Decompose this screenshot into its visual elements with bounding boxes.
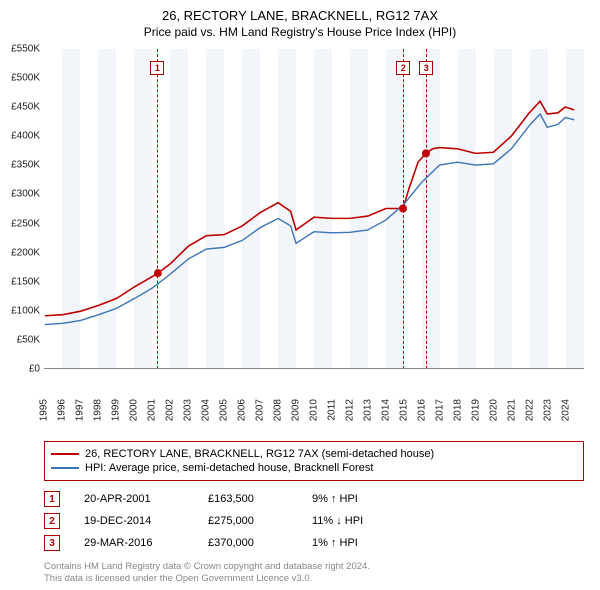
x-tick-label: 2000 bbox=[129, 399, 140, 421]
transaction-price: £163,500 bbox=[208, 493, 288, 505]
transaction-badge: 1 bbox=[150, 61, 164, 75]
footer-line-1: Contains HM Land Registry data © Crown c… bbox=[44, 561, 584, 573]
y-tick-label: £550K bbox=[11, 44, 40, 55]
y-tick-label: £300K bbox=[11, 189, 40, 200]
plot-area bbox=[44, 49, 584, 369]
x-tick-label: 2018 bbox=[453, 399, 464, 421]
x-tick-label: 2021 bbox=[507, 399, 518, 421]
chart-container: £0£50K£100K£150K£200K£250K£300K£350K£400… bbox=[44, 49, 584, 399]
x-tick-label: 2008 bbox=[273, 399, 284, 421]
y-tick-label: £0 bbox=[29, 364, 40, 375]
x-tick-label: 2017 bbox=[435, 399, 446, 421]
transaction-price: £275,000 bbox=[208, 515, 288, 527]
x-tick-label: 2009 bbox=[291, 399, 302, 421]
x-tick-label: 2001 bbox=[147, 399, 158, 421]
x-tick-label: 2013 bbox=[363, 399, 374, 421]
transaction-badge: 2 bbox=[396, 61, 410, 75]
title-line-1: 26, RECTORY LANE, BRACKNELL, RG12 7AX bbox=[0, 8, 600, 23]
x-tick-label: 2006 bbox=[237, 399, 248, 421]
y-tick-label: £450K bbox=[11, 102, 40, 113]
transaction-hpi-delta: 9% ↑ HPI bbox=[312, 493, 412, 505]
x-tick-label: 2012 bbox=[345, 399, 356, 421]
transaction-marker bbox=[154, 269, 162, 277]
x-tick-label: 2016 bbox=[417, 399, 428, 421]
transaction-row-badge: 3 bbox=[44, 535, 60, 551]
y-tick-label: £250K bbox=[11, 218, 40, 229]
y-tick-label: £50K bbox=[17, 334, 40, 345]
x-tick-label: 2024 bbox=[561, 399, 572, 421]
x-tick-label: 2002 bbox=[165, 399, 176, 421]
y-tick-label: £500K bbox=[11, 73, 40, 84]
transaction-row: 2 19-DEC-2014 £275,000 11% ↓ HPI bbox=[44, 513, 584, 529]
transaction-date: 20-APR-2001 bbox=[84, 493, 184, 505]
x-tick-label: 1997 bbox=[75, 399, 86, 421]
transaction-price: £370,000 bbox=[208, 537, 288, 549]
y-tick-label: £200K bbox=[11, 247, 40, 258]
footer-line-2: This data is licensed under the Open Gov… bbox=[44, 573, 584, 585]
y-tick-label: £400K bbox=[11, 131, 40, 142]
x-tick-label: 2023 bbox=[543, 399, 554, 421]
transaction-row-badge: 2 bbox=[44, 513, 60, 529]
transaction-date: 29-MAR-2016 bbox=[84, 537, 184, 549]
transaction-hpi-delta: 11% ↓ HPI bbox=[312, 515, 412, 527]
transaction-row: 3 29-MAR-2016 £370,000 1% ↑ HPI bbox=[44, 535, 584, 551]
license-footer: Contains HM Land Registry data © Crown c… bbox=[44, 561, 584, 586]
x-tick-label: 1996 bbox=[57, 399, 68, 421]
transaction-row-badge: 1 bbox=[44, 491, 60, 507]
legend-label: 26, RECTORY LANE, BRACKNELL, RG12 7AX (s… bbox=[85, 448, 434, 460]
transaction-date: 19-DEC-2014 bbox=[84, 515, 184, 527]
x-tick-label: 2011 bbox=[327, 399, 338, 421]
series-line bbox=[45, 101, 574, 316]
transaction-table: 1 20-APR-2001 £163,500 9% ↑ HPI 2 19-DEC-2014… bbox=[44, 491, 584, 551]
y-tick-label: £350K bbox=[11, 160, 40, 171]
legend-swatch bbox=[51, 453, 79, 455]
transaction-hpi-delta: 1% ↑ HPI bbox=[312, 537, 412, 549]
x-tick-label: 1995 bbox=[39, 399, 50, 421]
x-tick-label: 2004 bbox=[201, 399, 212, 421]
legend-item: 26, RECTORY LANE, BRACKNELL, RG12 7AX (s… bbox=[51, 448, 577, 460]
transaction-badge: 3 bbox=[419, 61, 433, 75]
x-tick-label: 2005 bbox=[219, 399, 230, 421]
x-tick-label: 2014 bbox=[381, 399, 392, 421]
y-tick-label: £100K bbox=[11, 305, 40, 316]
x-tick-label: 2015 bbox=[399, 399, 410, 421]
x-tick-label: 2022 bbox=[525, 399, 536, 421]
legend-label: HPI: Average price, semi-detached house,… bbox=[85, 462, 373, 474]
x-tick-label: 2007 bbox=[255, 399, 266, 421]
transaction-row: 1 20-APR-2001 £163,500 9% ↑ HPI bbox=[44, 491, 584, 507]
y-axis: £0£50K£100K£150K£200K£250K£300K£350K£400… bbox=[0, 49, 42, 369]
x-tick-label: 1999 bbox=[111, 399, 122, 421]
legend-swatch bbox=[51, 467, 79, 469]
y-tick-label: £150K bbox=[11, 276, 40, 287]
x-axis: 1995199619971998199920002001200220032004… bbox=[44, 371, 584, 399]
title-line-2: Price paid vs. HM Land Registry's House … bbox=[0, 25, 600, 39]
transaction-marker bbox=[399, 205, 407, 213]
legend: 26, RECTORY LANE, BRACKNELL, RG12 7AX (s… bbox=[44, 441, 584, 481]
x-tick-label: 1998 bbox=[93, 399, 104, 421]
x-tick-label: 2019 bbox=[471, 399, 482, 421]
transaction-marker bbox=[422, 149, 430, 157]
x-tick-label: 2010 bbox=[309, 399, 320, 421]
legend-item: HPI: Average price, semi-detached house,… bbox=[51, 462, 577, 474]
x-tick-label: 2020 bbox=[489, 399, 500, 421]
chart-title-block: 26, RECTORY LANE, BRACKNELL, RG12 7AX Pr… bbox=[0, 0, 600, 39]
x-tick-label: 2003 bbox=[183, 399, 194, 421]
